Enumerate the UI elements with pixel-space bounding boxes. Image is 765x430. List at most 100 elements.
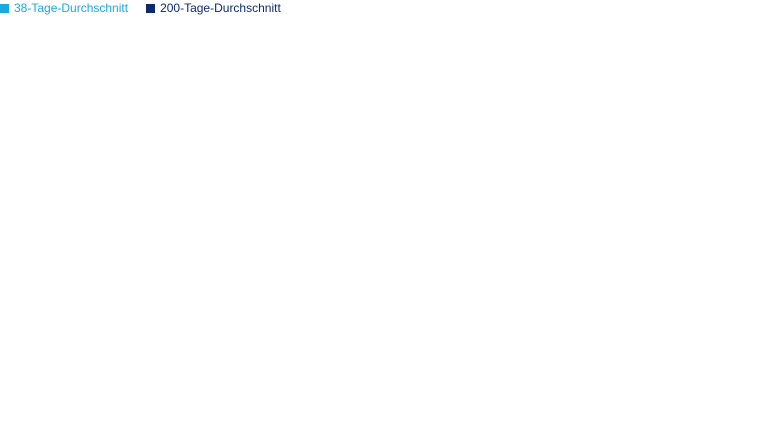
macd-histogram-bar [216, 378, 221, 386]
macd-histogram-bar [303, 383, 308, 386]
candle-body [445, 33, 451, 39]
candle-body [247, 119, 252, 124]
candle-body [628, 62, 634, 71]
macd-histogram-bar [262, 385, 267, 387]
macd-histogram-bar [374, 386, 379, 399]
candle-body [369, 111, 374, 120]
macd-histogram-bar [272, 385, 277, 387]
macd-panel-bg [0, 328, 722, 415]
macd-histogram-bar [226, 380, 231, 386]
macd-histogram-bar [125, 383, 130, 386]
candle-body [236, 115, 242, 124]
macd-histogram-bar [349, 386, 354, 399]
ma200-swatch-icon [146, 3, 156, 13]
macd-histogram-bar [364, 386, 369, 402]
macd-histogram-bar [522, 386, 527, 393]
macd-histogram-bar [8, 386, 13, 396]
macd-histogram-bar [588, 386, 593, 396]
x-tick-label: Mrz 24 [209, 417, 246, 430]
candle-body [649, 66, 654, 80]
macd-histogram-bar [354, 386, 359, 401]
candle-body [267, 107, 272, 112]
candle-body [135, 184, 140, 188]
candle-body [613, 74, 619, 84]
candle-body [18, 210, 23, 218]
legend-item-ma38[interactable]: 38-Tage-Durchschnitt [0, 0, 128, 16]
candle-body [384, 94, 389, 116]
price-tick-label: 17.000 [723, 173, 760, 187]
candle-body [425, 66, 430, 84]
price-tick-label: 18.500 [723, 52, 760, 66]
macd-histogram-bar [613, 385, 618, 387]
candle-body [7, 192, 13, 201]
candle-body [440, 33, 445, 39]
candle-body [303, 86, 308, 92]
macd-histogram-bar [506, 384, 511, 386]
candle-body [323, 58, 328, 60]
macd-tick-label: 0 [753, 379, 760, 393]
candle-body [348, 90, 354, 100]
macd-histogram-bar [176, 386, 181, 387]
macd-histogram-bar [237, 382, 242, 386]
macd-histogram-bar [94, 381, 99, 386]
macd-histogram-bar [476, 377, 481, 386]
candle-body [53, 200, 59, 218]
macd-histogram-bar [389, 386, 394, 391]
candle-body [221, 135, 227, 149]
legend-item-ma200[interactable]: 200-Tage-Durchschnitt [146, 0, 281, 16]
candle-body [114, 189, 120, 193]
candle-body [353, 98, 359, 104]
candle-body [583, 78, 588, 92]
macd-histogram-bar [282, 384, 287, 386]
macd-histogram-bar [23, 386, 28, 397]
candle-body [603, 78, 608, 92]
candle-body [389, 90, 395, 96]
macd-histogram-bar [435, 379, 440, 386]
macd-histogram-bar [191, 381, 196, 386]
candle-body [216, 147, 222, 153]
candle-body [623, 70, 629, 88]
macd-histogram-bar [114, 382, 119, 386]
macd-histogram-bar [18, 386, 23, 398]
candle-body [84, 196, 89, 207]
candle-body [328, 58, 334, 76]
price-panel-bg [0, 18, 722, 302]
candle-body [297, 90, 303, 100]
macd-histogram-bar [608, 386, 613, 388]
macd-histogram-bar [33, 386, 38, 396]
macd-histogram-bar [48, 386, 53, 394]
macd-histogram-bar [649, 380, 654, 386]
macd-histogram-bar [99, 381, 104, 386]
macd-histogram-bar [104, 381, 109, 386]
macd-histogram-bar [181, 384, 186, 386]
candle-body [2, 188, 8, 193]
candle-body [23, 212, 28, 218]
candle-body [272, 102, 278, 112]
candle-body [532, 46, 537, 63]
candle-body [170, 184, 176, 189]
macd-title: MACD (12,26,9) [3, 311, 90, 325]
macd-histogram-bar [333, 386, 338, 390]
macd-histogram-bar [450, 373, 455, 386]
macd-histogram-bar [400, 386, 405, 391]
macd-histogram-bar [501, 382, 506, 386]
candle-body [211, 151, 216, 157]
candle-body [262, 107, 267, 128]
candle-body [374, 119, 379, 124]
candle-body [588, 78, 593, 88]
macd-histogram-bar [486, 381, 491, 386]
ma38-swatch-icon [0, 3, 9, 13]
candle-body [481, 43, 486, 47]
macd-histogram-bar [211, 376, 216, 386]
macd-histogram-bar [359, 386, 364, 402]
candle-body [318, 58, 323, 67]
macd-histogram-bar [578, 386, 583, 401]
candle-body [89, 188, 94, 197]
candle-body [292, 98, 298, 104]
candle-body [140, 186, 145, 191]
macd-histogram-bar [338, 386, 343, 394]
candle-body [58, 216, 64, 226]
price-tick-label: 19.000 [723, 11, 760, 25]
candle-body [557, 90, 563, 96]
macd-histogram-bar [598, 386, 603, 392]
